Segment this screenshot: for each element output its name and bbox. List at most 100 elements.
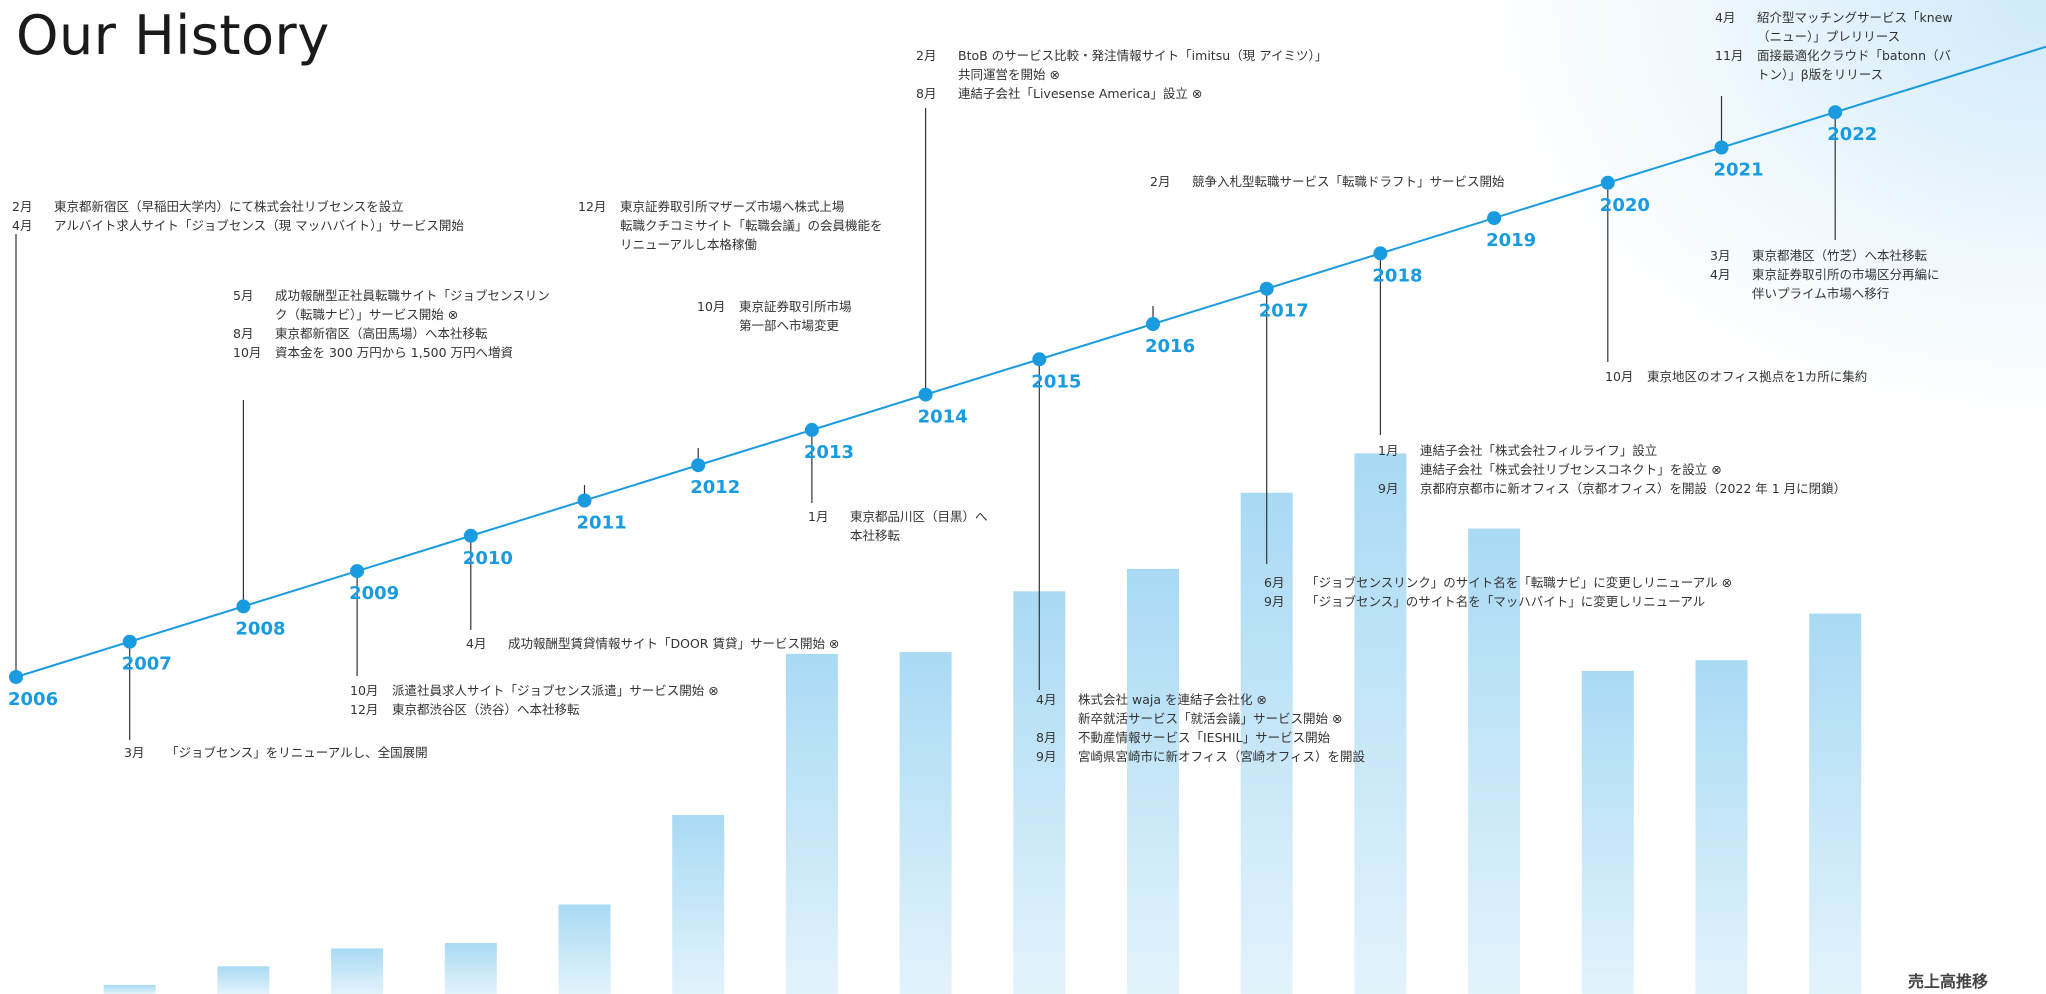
event-text: 東京都渋谷区（渋谷）へ本社移転	[392, 702, 580, 717]
sales-bar-2019	[1468, 528, 1521, 994]
event-text: 資本金を 300 万円から 1,500 万円へ増資	[275, 345, 514, 360]
event-month: 11月	[1715, 48, 1744, 63]
year-dot-2014	[918, 387, 933, 402]
sales-bar-2022	[1809, 613, 1862, 994]
year-label-2017: 2017	[1259, 301, 1309, 322]
year-label-2006: 2006	[8, 689, 58, 710]
event-month: 12月	[578, 199, 607, 214]
event-item: 8月 連結子会社「Livesense America」設立 ⊗	[916, 84, 1327, 103]
event-note-2007: 3月 「ジョブセンス」をリニューアルし、全国展開	[124, 743, 428, 762]
event-item: 8月 不動産情報サービス「IESHIL」サービス開始	[1036, 728, 1365, 747]
event-text: 東京都港区（竹芝）へ本社移転	[1752, 248, 1928, 263]
event-note-2016: 2月 競争入札型転職サービス「転職ドラフト」サービス開始	[1150, 172, 1505, 191]
event-text: 東京都新宿区（高田馬場）へ本社移転	[275, 326, 488, 341]
event-item: 3月 東京都港区（竹芝）へ本社移転	[1710, 246, 1940, 265]
year-dot-2007	[122, 634, 137, 649]
event-item: 4月 東京証券取引所の市場区分再編に 伴いプライム市場へ移行	[1710, 265, 1940, 303]
event-item: 9月 宮崎県宮崎市に新オフィス（宮崎オフィス）を開設	[1036, 747, 1365, 766]
year-label-2021: 2021	[1714, 160, 1764, 181]
event-item: 12月 東京都渋谷区（渋谷）へ本社移転	[350, 700, 719, 719]
event-item: 10月 東京地区のオフィス拠点を1カ所に集約	[1605, 367, 1867, 386]
year-dot-2022	[1828, 105, 1843, 120]
event-month: 4月	[12, 218, 33, 233]
event-month	[578, 216, 620, 254]
event-month: 8月	[916, 86, 937, 101]
sales-bar-2014	[899, 652, 952, 994]
event-text: 株式会社 waja を連結子会社化 ⊗	[1078, 692, 1267, 707]
event-month: 8月	[233, 326, 254, 341]
event-item: 10月 派遣社員求人サイト「ジョブセンス派遣」サービス開始 ⊗	[350, 681, 719, 700]
event-text: 連結子会社「株式会社フィルライフ」設立	[1420, 443, 1658, 458]
sales-bars	[103, 453, 1862, 994]
sales-bar-2007	[103, 985, 156, 994]
year-dot-2017	[1259, 281, 1274, 296]
year-label-2011: 2011	[577, 513, 627, 534]
event-month: 2月	[12, 199, 33, 214]
event-item: 6月 「ジョブセンスリンク」のサイト名を「転職ナビ」に変更しリニューアル ⊗	[1264, 573, 1732, 592]
event-month: 1月	[808, 509, 829, 524]
year-label-2016: 2016	[1145, 336, 1195, 357]
event-text: 面接最適化クラウド「batonn（バ トン）」β版をリリース	[1757, 48, 1951, 82]
event-item: 転職クチコミサイト「転職会議」の会員機能を リニューアルし本格稼働	[578, 216, 883, 254]
event-note-2018: 1月 連結子会社「株式会社フィルライフ」設立連結子会社「株式会社リブセンスコネクト…	[1378, 441, 1846, 498]
event-month: 9月	[1264, 594, 1285, 609]
event-text: 東京証券取引所の市場区分再編に 伴いプライム市場へ移行	[1752, 267, 1940, 301]
event-month: 12月	[350, 702, 379, 717]
event-note-2020: 10月 東京地区のオフィス拠点を1カ所に集約	[1605, 367, 1867, 386]
year-dot-2009	[350, 564, 365, 579]
sales-bar-2009	[331, 948, 384, 994]
event-text: 派遣社員求人サイト「ジョブセンス派遣」サービス開始 ⊗	[392, 683, 719, 698]
event-month: 3月	[1710, 248, 1731, 263]
event-month: 3月	[124, 745, 145, 760]
event-text: 連結子会社「Livesense America」設立 ⊗	[958, 86, 1203, 101]
event-month: 4月	[1036, 692, 1057, 707]
event-month: 8月	[1036, 730, 1057, 745]
year-label-2019: 2019	[1486, 230, 1536, 251]
event-text: 「ジョブセンス」のサイト名を「マッハバイト」に変更しリニューアル	[1306, 594, 1706, 609]
year-dot-2016	[1146, 317, 1160, 331]
event-month: 2月	[1150, 174, 1171, 189]
event-text: 競争入札型転職サービス「転職ドラフト」サービス開始	[1192, 174, 1505, 189]
event-item: 4月 紹介型マッチングサービス「knew （ニュー）」プレリリース	[1715, 8, 1953, 46]
timeline: 2006 2007 2008 2009 2010 2011 2012 2013 2014 2015…	[8, 45, 2046, 710]
sales-label: 売上高推移	[1907, 972, 1988, 991]
year-dot-2011	[577, 493, 592, 508]
sales-bar-2011	[558, 904, 611, 994]
event-item: 2月 BtoB のサービス比較・発注情報サイト「imitsu（現 アイミツ）」 共…	[916, 46, 1327, 84]
sales-bar-2008	[217, 966, 270, 994]
year-dot-2013	[804, 422, 819, 437]
event-month	[1036, 709, 1078, 728]
event-text: 「ジョブセンス」をリニューアルし、全国展開	[166, 745, 428, 760]
event-note-2014: 2月 BtoB のサービス比較・発注情報サイト「imitsu（現 アイミツ）」 共…	[916, 46, 1327, 103]
year-dot-2006	[9, 670, 23, 684]
event-text: 東京証券取引所市場 第一部へ市場変更	[739, 299, 852, 333]
event-item: 9月 京都府京都市に新オフィス（京都オフィス）を開設（2022 年 1 月に閉鎖）	[1378, 479, 1846, 498]
event-text: アルバイト求人サイト「ジョブセンス（現 マッハバイト）」サービス開始	[54, 218, 464, 233]
event-item: 4月 成功報酬型賃貸情報サイト「DOOR 賃貸」サービス開始 ⊗	[466, 634, 839, 653]
event-text: 連結子会社「株式会社リブセンスコネクト」を設立 ⊗	[1420, 462, 1722, 477]
event-month: 4月	[1710, 267, 1731, 282]
event-item: 11月 面接最適化クラウド「batonn（バ トン）」β版をリリース	[1715, 46, 1953, 84]
sales-bar-2016	[1127, 568, 1179, 994]
event-item: 3月 「ジョブセンス」をリニューアルし、全国展開	[124, 743, 428, 762]
event-text: 新卒就活サービス「就活会議」サービス開始 ⊗	[1078, 711, 1343, 726]
event-month: 10月	[1605, 369, 1634, 384]
event-month	[1378, 460, 1420, 479]
event-item: 2月 競争入札型転職サービス「転職ドラフト」サービス開始	[1150, 172, 1505, 191]
event-item: 1月 連結子会社「株式会社フィルライフ」設立	[1378, 441, 1846, 460]
sales-bar-2017	[1240, 492, 1293, 994]
event-month: 6月	[1264, 575, 1285, 590]
year-dot-2018	[1373, 246, 1388, 261]
event-text: 宮崎県宮崎市に新オフィス（宮崎オフィス）を開設	[1078, 749, 1366, 764]
event-stems	[15, 96, 1836, 740]
event-note-2008: 5月 成功報酬型正社員転職サイト「ジョブセンスリン ク（転職ナビ）」サービス開始 …	[233, 286, 550, 362]
event-text: 転職クチコミサイト「転職会議」の会員機能を リニューアルし本格稼働	[620, 218, 883, 252]
event-note-2022: 3月 東京都港区（竹芝）へ本社移転 4月 東京証券取引所の市場区分再編に 伴いプライム…	[1710, 246, 1940, 303]
event-item: 連結子会社「株式会社リブセンスコネクト」を設立 ⊗	[1378, 460, 1846, 479]
sales-bar-2010	[444, 943, 497, 994]
event-month: 10月	[697, 299, 726, 314]
year-label-2015: 2015	[1031, 371, 1081, 392]
year-dot-2015	[1032, 352, 1047, 367]
event-item: 新卒就活サービス「就活会議」サービス開始 ⊗	[1036, 709, 1365, 728]
